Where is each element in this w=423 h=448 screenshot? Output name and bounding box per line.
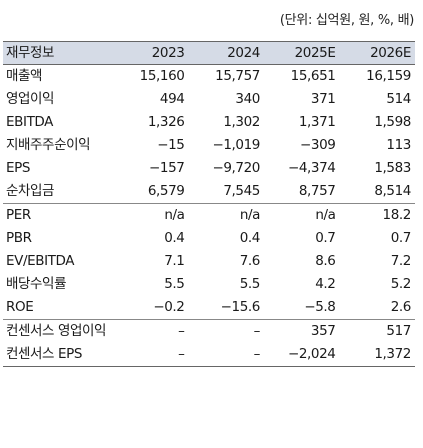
table-row: PER n/a n/a n/a 18.2 xyxy=(3,203,415,227)
cell-value: 7,545 xyxy=(223,183,260,199)
row-label: 컨센서스 영업이익 xyxy=(3,319,113,343)
table-row: 매출액 15,160 15,757 15,651 16,159 xyxy=(3,65,415,89)
row-label: ROE xyxy=(6,299,34,315)
row-label: EBITDA xyxy=(6,114,54,130)
header-year-2026e: 2026E xyxy=(339,41,415,65)
cell-value: 517 xyxy=(339,319,415,343)
cell-value: 4.2 xyxy=(315,276,336,292)
cell-value: 0.4 xyxy=(164,230,185,246)
cell-value: 8,757 xyxy=(298,183,336,199)
cell-value: 7.2 xyxy=(390,253,412,269)
cell-value: 514 xyxy=(386,91,411,107)
row-label: 지배주주순이익 xyxy=(6,137,91,153)
cell-value: n/a xyxy=(113,203,189,227)
cell-value: – xyxy=(113,343,189,367)
cell-value: 1,371 xyxy=(298,114,336,130)
row-label: EV/EBITDA xyxy=(6,253,75,269)
cell-value: −2,024 xyxy=(264,343,340,367)
cell-value: 340 xyxy=(235,91,260,107)
cell-value: 15,757 xyxy=(215,68,260,84)
cell-value: 5.5 xyxy=(239,276,261,292)
table-row: ROE −0.2 −15.6 −5.8 2.6 xyxy=(3,296,415,320)
cell-value: 1,583 xyxy=(374,160,411,176)
cell-value: 7.6 xyxy=(239,253,261,269)
cell-value: 113 xyxy=(386,137,411,153)
cell-value: 494 xyxy=(159,91,185,107)
cell-value: n/a xyxy=(188,203,264,227)
row-label: 영업이익 xyxy=(6,91,55,107)
cell-value: 18.2 xyxy=(339,203,415,227)
row-label: 컨센서스 EPS xyxy=(3,343,113,367)
row-label: EPS xyxy=(6,160,31,176)
table-header-row: 재무정보 2023 2024 2025E 2026E xyxy=(3,41,415,65)
row-label: PER xyxy=(3,203,113,227)
cell-value: 5.2 xyxy=(390,276,412,292)
cell-value: −9,720 xyxy=(212,160,260,176)
cell-value: 0.7 xyxy=(390,230,412,246)
header-year-2025e: 2025E xyxy=(264,41,340,65)
table-row: 컨센서스 EPS – – −2,024 1,372 xyxy=(3,343,415,367)
table-row: EV/EBITDA 7.1 7.6 8.6 7.2 xyxy=(3,250,415,273)
row-label: 배당수익률 xyxy=(6,276,67,292)
unit-note: (단위: 십억원, 원, %, 배) xyxy=(279,13,414,28)
table-row: EPS −157 −9,720 −4,374 1,583 xyxy=(3,157,415,180)
cell-value: n/a xyxy=(264,203,340,227)
cell-value: −1,019 xyxy=(212,137,260,153)
cell-value: 7.1 xyxy=(164,253,185,269)
cell-value: 0.4 xyxy=(239,230,261,246)
cell-value: 1,598 xyxy=(374,114,411,130)
table-row: 컨센서스 영업이익 – –357 517 xyxy=(3,319,415,343)
cell-value: 2.6 xyxy=(390,299,412,315)
header-label: 재무정보 xyxy=(3,41,113,65)
cell-value: – xyxy=(188,343,264,367)
row-label: PBR xyxy=(6,230,32,246)
cell-value: 15,160 xyxy=(139,68,185,84)
cell-value: 1,372 xyxy=(339,343,415,367)
cell-value: 0.7 xyxy=(315,230,336,246)
cell-value: 8,514 xyxy=(374,183,411,199)
header-year-2023: 2023 xyxy=(113,41,189,65)
cell-value: 8.6 xyxy=(315,253,336,269)
cell-value: −0.2 xyxy=(153,299,185,315)
cell-value: 357 xyxy=(264,319,340,343)
cell-value: 1,326 xyxy=(147,114,185,130)
cell-value: 6,579 xyxy=(147,183,185,199)
financial-summary-table: 재무정보 2023 2024 2025E 2026E 매출액 15,160 15,7… xyxy=(3,41,415,367)
row-label: 순차입금 xyxy=(6,183,55,199)
cell-value: −4,374 xyxy=(287,160,336,176)
row-label: 매출액 xyxy=(6,68,43,84)
cell-value: – xyxy=(188,319,264,343)
cell-value: 16,159 xyxy=(366,68,411,84)
table-body: 매출액 15,160 15,757 15,651 16,159 영업이익 494 340 371… xyxy=(3,65,415,367)
table-row: 지배주주순이익 −15 −1,019 −309 113 xyxy=(3,134,415,157)
cell-value: −15.6 xyxy=(220,299,261,315)
table-row: 영업이익 494 340 371 514 xyxy=(3,88,415,111)
cell-value: – xyxy=(113,319,189,343)
table-row: PBR 0.4 0.4 0.7 0.7 xyxy=(3,227,415,250)
table-row: EBITDA 1,326 1,302 1,371 1,598 xyxy=(3,111,415,134)
cell-value: 5.5 xyxy=(164,276,185,292)
cell-value: 15,651 xyxy=(290,68,336,84)
table-row: 배당수익률 5.5 5.5 4.2 5.2 xyxy=(3,273,415,296)
cell-value: −309 xyxy=(300,137,336,153)
cell-value: −5.8 xyxy=(304,299,336,315)
cell-value: −15 xyxy=(157,137,185,153)
header-year-2024: 2024 xyxy=(188,41,264,65)
cell-value: 1,302 xyxy=(223,114,260,130)
table-row: 순차입금 6,579 7,545 8,757 8,514 xyxy=(3,180,415,204)
cell-value: 371 xyxy=(310,91,336,107)
cell-value: −157 xyxy=(149,160,185,176)
